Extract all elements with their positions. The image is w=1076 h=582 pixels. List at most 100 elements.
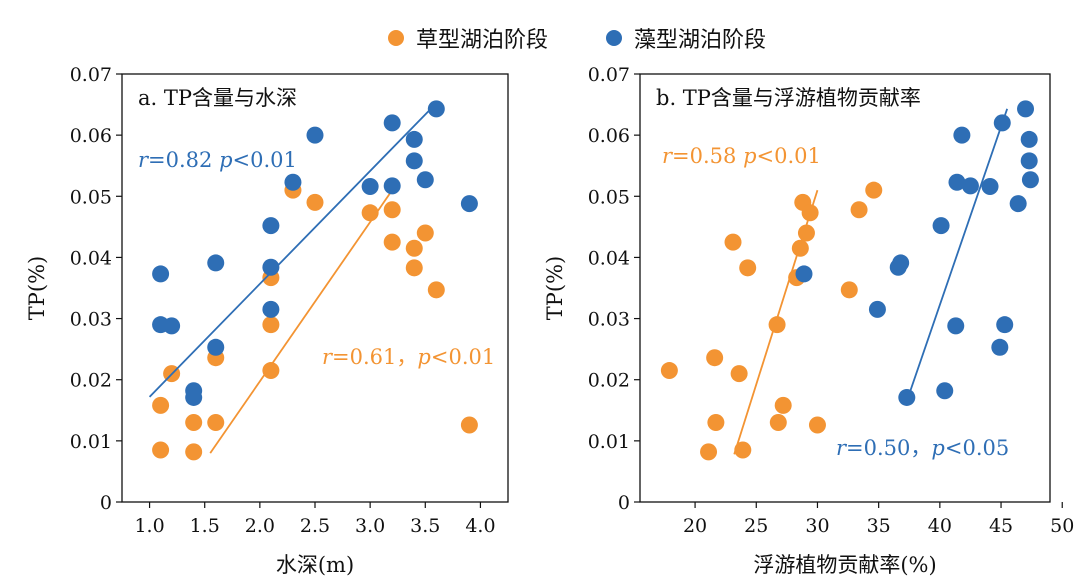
point-algae [416, 171, 434, 189]
point-algae [953, 126, 971, 144]
point-grass [774, 396, 792, 414]
point-algae [1020, 130, 1038, 148]
y-tick-label: 0.06 [70, 125, 112, 147]
x-tick-label: 25 [744, 515, 768, 537]
point-algae [262, 217, 280, 235]
point-grass [724, 233, 742, 251]
point-algae [361, 178, 379, 196]
point-grass [769, 414, 787, 432]
point-grass [427, 281, 445, 299]
point-grass [791, 239, 809, 257]
point-algae [898, 388, 916, 406]
stat-annotation-algae: r=0.82 p<0.01 [138, 148, 297, 172]
stat-annotation-grass: r=0.58 p<0.01 [662, 144, 821, 168]
legend-label-algae: 藻型湖泊阶段 [634, 28, 767, 53]
y-tick-label: 0 [618, 492, 630, 514]
point-algae [460, 195, 478, 213]
point-algae [262, 300, 280, 318]
point-grass [660, 362, 678, 380]
fit-line-grass [209, 189, 393, 454]
legend-marker-algae [606, 30, 622, 46]
x-tick-label: 1.5 [190, 515, 220, 537]
point-algae [991, 338, 1009, 356]
point-algae [932, 217, 950, 235]
panel-title-b: b. TP含量与浮游植物贡献率 [656, 86, 921, 110]
fit-line-grass [733, 189, 819, 455]
point-grass [700, 443, 718, 461]
x-tick-label: 3.0 [355, 515, 385, 537]
point-algae [795, 265, 813, 283]
plot-frame-b [639, 73, 1051, 503]
point-algae [207, 254, 225, 272]
y-tick-label: 0.04 [70, 247, 112, 269]
legend-label-grass: 草型湖泊阶段 [416, 28, 549, 53]
point-algae [947, 317, 965, 335]
point-algae [306, 126, 324, 144]
y-axis-title-a: TP(%) [25, 256, 49, 320]
point-algae [981, 178, 999, 196]
point-algae [1017, 100, 1035, 118]
x-tick-label: 2.5 [300, 515, 330, 537]
y-tick-label: 0.05 [70, 186, 112, 208]
legend-item-algae: 藻型湖泊阶段 [606, 18, 766, 58]
x-axis-title-b: 浮游植物贡献率(%) [753, 553, 936, 577]
x-tick-label: 35 [867, 515, 891, 537]
y-tick-label: 0.03 [588, 309, 630, 331]
x-tick-label: 50 [1050, 515, 1074, 537]
x-tick-label: 40 [928, 515, 952, 537]
point-grass [262, 316, 280, 334]
panel-title-a: a. TP含量与水深 [138, 86, 297, 110]
y-tick-label: 0.02 [588, 370, 630, 392]
point-grass [207, 414, 225, 432]
point-grass [850, 201, 868, 219]
point-grass [152, 441, 170, 459]
y-tick-label: 0.01 [588, 431, 630, 453]
point-algae [284, 173, 302, 191]
y-axis-title-b: TP(%) [543, 256, 567, 320]
point-algae [892, 254, 910, 272]
x-tick-label: 4.0 [465, 515, 495, 537]
point-algae [185, 388, 203, 406]
point-algae [383, 177, 401, 195]
point-algae [961, 177, 979, 195]
y-tick-label: 0.07 [588, 64, 630, 86]
point-algae [1020, 152, 1038, 170]
point-grass [808, 416, 826, 434]
y-tick-label: 0.03 [70, 309, 112, 331]
point-algae [405, 130, 423, 148]
point-algae [1009, 195, 1027, 213]
point-grass [383, 201, 401, 219]
point-grass [730, 365, 748, 383]
y-tick-label: 0 [100, 492, 112, 514]
y-tick-label: 0.05 [588, 186, 630, 208]
x-tick-label: 20 [683, 515, 707, 537]
point-grass [405, 259, 423, 277]
point-grass [185, 443, 203, 461]
point-grass [840, 281, 858, 299]
point-algae [868, 300, 886, 318]
point-algae [152, 265, 170, 283]
point-algae [163, 317, 181, 335]
chart-legend: 草型湖泊阶段 藻型湖泊阶段 [0, 18, 1076, 58]
fit-line-algae [148, 108, 432, 398]
point-grass [734, 441, 752, 459]
x-tick-label: 3.5 [410, 515, 440, 537]
x-tick-label: 2.0 [245, 515, 275, 537]
point-algae [996, 316, 1014, 334]
point-grass [865, 181, 883, 199]
point-algae [1021, 171, 1039, 189]
fit-line-algae [905, 108, 1009, 402]
point-grass [383, 233, 401, 251]
point-algae [207, 338, 225, 356]
y-tick-label: 0.01 [70, 431, 112, 453]
point-algae [427, 100, 445, 118]
x-axis-title-a: 水深(m) [276, 553, 354, 577]
legend-item-grass: 草型湖泊阶段 [388, 18, 548, 58]
point-grass [185, 414, 203, 432]
x-tick-label: 30 [805, 515, 829, 537]
point-grass [416, 224, 434, 242]
point-algae [948, 173, 966, 191]
point-algae [262, 258, 280, 276]
point-grass [706, 349, 724, 367]
